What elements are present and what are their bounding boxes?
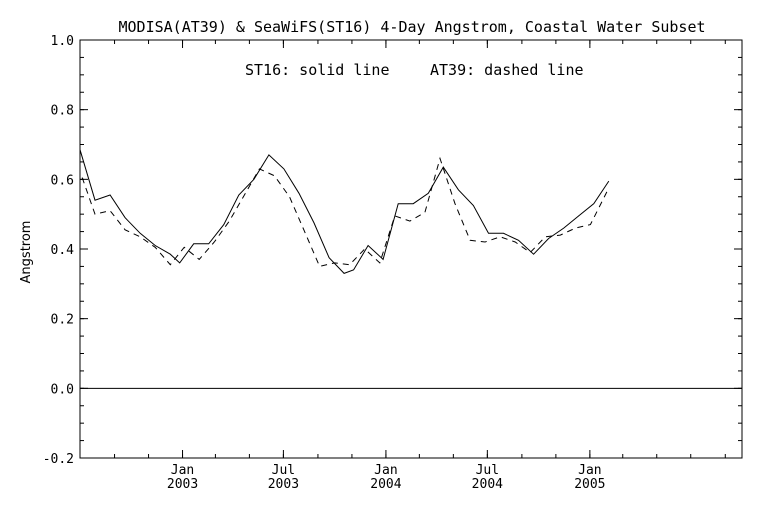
y-tick-label: 1.0 [51,34,74,49]
y-tick-label: 0.0 [51,382,74,397]
chart-title: MODISA(AT39) & SeaWiFS(ST16) 4-Day Angst… [119,18,706,36]
x-tick-month-label: Jan [171,463,194,478]
x-tick-year-label: 2004 [370,477,401,492]
legend-at39-annotation: AT39: dashed line [430,61,584,79]
y-axis-label: Angstrom [19,221,34,284]
y-tick-label: 0.4 [51,243,75,258]
series-layer [79,149,610,274]
y-tick-label: -0.2 [43,452,74,467]
legend-st16-annotation: ST16: solid line [245,61,390,79]
y-tick-label: 0.6 [51,173,74,188]
x-tick-month-label: Jan [578,463,601,478]
x-tick-month-label: Jan [374,463,397,478]
y-tick-label: 0.2 [51,313,74,328]
plot-frame [79,39,743,459]
x-tick-year-label: 2005 [574,477,605,492]
y-axis: -0.2 0.0 0.2 0.4 0.6 0.8 1.0 [43,34,742,467]
series-line-at39 [81,156,610,267]
series-line-st16 [79,149,610,274]
x-tick-month-label: Jul [272,463,295,478]
x-tick-year-label: 2003 [268,477,299,492]
y-tick-label: 0.8 [51,104,74,119]
x-tick-year-label: 2004 [472,477,503,492]
x-tick-year-label: 2003 [167,477,198,492]
x-tick-month-label: Jul [476,463,499,478]
